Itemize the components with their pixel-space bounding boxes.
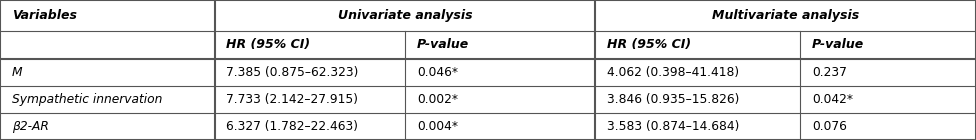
Text: β2-AR: β2-AR bbox=[12, 120, 49, 133]
Text: M: M bbox=[12, 66, 22, 79]
Text: 0.237: 0.237 bbox=[812, 66, 847, 79]
Text: P-value: P-value bbox=[417, 38, 469, 51]
Text: HR (95% CI): HR (95% CI) bbox=[607, 38, 691, 51]
Text: Variables: Variables bbox=[12, 9, 77, 22]
Text: Univariate analysis: Univariate analysis bbox=[338, 9, 472, 22]
Text: 6.327 (1.782–22.463): 6.327 (1.782–22.463) bbox=[226, 120, 358, 133]
Text: Multivariate analysis: Multivariate analysis bbox=[712, 9, 859, 22]
Text: 0.002*: 0.002* bbox=[417, 93, 458, 106]
Text: 3.846 (0.935–15.826): 3.846 (0.935–15.826) bbox=[607, 93, 740, 106]
Text: HR (95% CI): HR (95% CI) bbox=[226, 38, 310, 51]
Text: Sympathetic innervation: Sympathetic innervation bbox=[12, 93, 162, 106]
Text: P-value: P-value bbox=[812, 38, 865, 51]
Text: 0.076: 0.076 bbox=[812, 120, 847, 133]
Text: 0.042*: 0.042* bbox=[812, 93, 853, 106]
Text: 0.004*: 0.004* bbox=[417, 120, 458, 133]
Text: 0.046*: 0.046* bbox=[417, 66, 458, 79]
Text: 7.733 (2.142–27.915): 7.733 (2.142–27.915) bbox=[226, 93, 358, 106]
Text: 7.385 (0.875–62.323): 7.385 (0.875–62.323) bbox=[226, 66, 359, 79]
Text: 3.583 (0.874–14.684): 3.583 (0.874–14.684) bbox=[607, 120, 740, 133]
Text: 4.062 (0.398–41.418): 4.062 (0.398–41.418) bbox=[607, 66, 739, 79]
